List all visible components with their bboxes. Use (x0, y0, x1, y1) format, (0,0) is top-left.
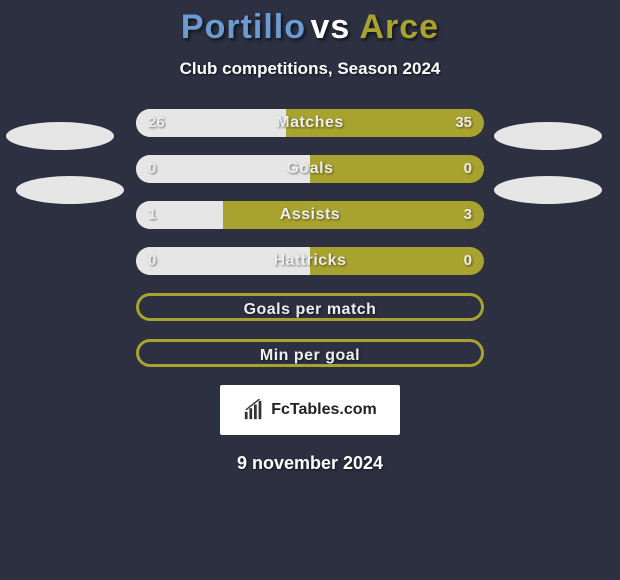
stat-value-left: 0 (148, 155, 156, 183)
stat-row: Assists1 3 (136, 201, 484, 229)
stat-value-left: 0 (148, 247, 156, 275)
subtitle: Club competitions, Season 2024 (0, 59, 620, 79)
club-logo-placeholder (6, 122, 114, 150)
club-logo-placeholder (16, 176, 124, 204)
title-area: Portillo vs Arce (0, 0, 620, 47)
club-logo-placeholder (494, 176, 602, 204)
stat-label: Goals per match (139, 296, 481, 318)
chart-icon (243, 399, 265, 421)
stats-block: Matches2635Goals00Assists13Hattricks00Go… (136, 109, 484, 367)
stat-value-right: 0 (464, 247, 472, 275)
source-badge: FcTables.com (220, 385, 400, 435)
stat-value-right: 35 (455, 109, 472, 137)
source-label: FcTables.com (271, 401, 377, 419)
stat-label: Min per goal (139, 342, 481, 364)
stat-label: Goals (136, 155, 484, 183)
stat-label: Assists (136, 201, 484, 229)
stat-row: Goals per match (136, 293, 484, 321)
stat-value-right: 3 (464, 201, 472, 229)
stat-value-right: 0 (464, 155, 472, 183)
stat-row: Goals0 0 (136, 155, 484, 183)
date-text: 9 november 2024 (0, 453, 620, 474)
stat-row: Matches26 35 (136, 109, 484, 137)
stat-value-left: 26 (148, 109, 165, 137)
stat-row: Hattricks0 0 (136, 247, 484, 275)
stat-row: Min per goal (136, 339, 484, 367)
player1-name: Portillo (181, 8, 306, 46)
vs-text: vs (310, 8, 359, 46)
club-logo-placeholder (494, 122, 602, 150)
stat-label: Hattricks (136, 247, 484, 275)
player2-name: Arce (359, 8, 439, 46)
stat-value-left: 1 (148, 201, 156, 229)
stat-label: Matches (136, 109, 484, 137)
